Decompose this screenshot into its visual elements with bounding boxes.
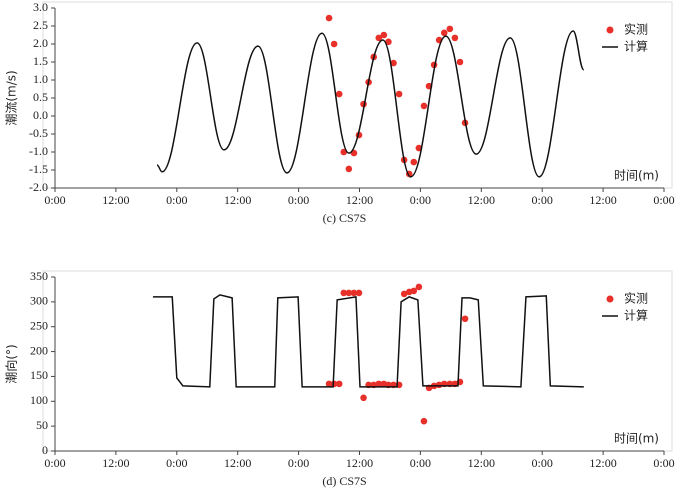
data-point <box>420 102 428 110</box>
x-tick-label: 12:00 <box>468 456 495 470</box>
x-tick-label: 12:00 <box>468 193 495 207</box>
caption: (d) CS7S <box>322 474 366 488</box>
data-point <box>446 25 454 33</box>
data-point <box>385 38 392 46</box>
y-tick-label: -2.0 <box>29 180 48 194</box>
y-tick-label: 3.0 <box>33 0 48 14</box>
y-tick-label: 50 <box>36 418 48 432</box>
plot-frame <box>42 270 673 452</box>
y-tick-label: -1.5 <box>29 162 48 176</box>
x-tick-label: 0:00 <box>532 193 553 207</box>
x-tick-label: 0:00 <box>166 456 187 470</box>
data-point <box>395 90 403 98</box>
data-point <box>461 315 469 323</box>
legend-marker <box>606 26 614 34</box>
x-tick-label: 0:00 <box>410 193 431 207</box>
x-tick-label: 12:00 <box>102 193 129 207</box>
x-tick-label: 12:00 <box>224 456 251 470</box>
x-tick-label: 0:00 <box>410 456 431 470</box>
y-axis-title: 潮流(m/s) <box>4 70 19 125</box>
x-tick-label: 0:00 <box>288 193 309 207</box>
legend-label: 实测 <box>624 291 648 306</box>
x-axis-title: 时间(m) <box>614 432 659 446</box>
y-tick-label: 0 <box>42 443 48 457</box>
data-point <box>410 158 418 166</box>
data-point <box>375 380 383 388</box>
caption: (c) CS7S <box>323 211 367 225</box>
y-tick-label: 150 <box>30 368 48 382</box>
y-tick-label: -0.5 <box>29 126 48 140</box>
x-tick-label: 12:00 <box>589 456 616 470</box>
data-point <box>350 289 358 297</box>
x-tick-label: 0:00 <box>532 456 553 470</box>
x-tick-label: 0:00 <box>166 193 187 207</box>
y-tick-label: 300 <box>30 294 48 308</box>
y-tick-label: 0.0 <box>33 108 48 122</box>
y-tick-label: 350 <box>30 269 48 283</box>
data-point <box>400 290 408 298</box>
y-tick-label: 1.5 <box>33 54 48 68</box>
data-point <box>345 165 353 173</box>
legend-marker <box>606 295 614 303</box>
data-point <box>456 58 464 66</box>
x-axis-title: 时间(m) <box>614 169 659 183</box>
data-point <box>360 394 367 402</box>
y-tick-label: 2.0 <box>33 36 48 50</box>
data-line <box>156 30 585 178</box>
data-point <box>380 31 388 39</box>
data-point <box>340 289 348 297</box>
x-tick-label: 0:00 <box>44 193 65 207</box>
data-point <box>355 289 363 297</box>
x-tick-label: 0:00 <box>653 193 674 207</box>
data-point <box>335 90 343 98</box>
data-point <box>410 287 418 295</box>
y-tick-label: -1.0 <box>29 144 48 158</box>
data-point <box>325 14 333 22</box>
y-axis-title: 潮向(°) <box>4 344 19 383</box>
y-tick-label: 0.5 <box>33 90 48 104</box>
y-tick-label: 200 <box>30 343 48 357</box>
data-point <box>330 40 338 48</box>
data-point <box>420 417 428 425</box>
data-point <box>415 283 423 291</box>
data-point <box>345 289 353 297</box>
legend-label: 计算 <box>624 308 648 323</box>
x-tick-label: 12:00 <box>102 456 129 470</box>
y-tick-label: 1.0 <box>33 72 48 86</box>
legend-label: 实测 <box>624 22 648 37</box>
data-point <box>325 380 333 388</box>
x-tick-label: 12:00 <box>346 456 373 470</box>
y-tick-label: 2.5 <box>33 18 48 32</box>
x-tick-label: 0:00 <box>288 456 309 470</box>
data-point <box>375 34 383 42</box>
data-point <box>440 29 448 37</box>
data-point <box>335 380 343 388</box>
x-tick-label: 12:00 <box>589 193 616 207</box>
y-tick-label: 100 <box>30 393 48 407</box>
x-tick-label: 12:00 <box>224 193 251 207</box>
x-tick-label: 0:00 <box>653 456 674 470</box>
data-point <box>390 59 397 67</box>
legend-label: 计算 <box>624 39 648 54</box>
data-point <box>451 34 459 42</box>
x-tick-label: 0:00 <box>44 456 65 470</box>
y-tick-label: 250 <box>30 318 48 332</box>
data-line <box>152 294 584 388</box>
plot-frame <box>42 1 673 189</box>
x-tick-label: 12:00 <box>346 193 373 207</box>
